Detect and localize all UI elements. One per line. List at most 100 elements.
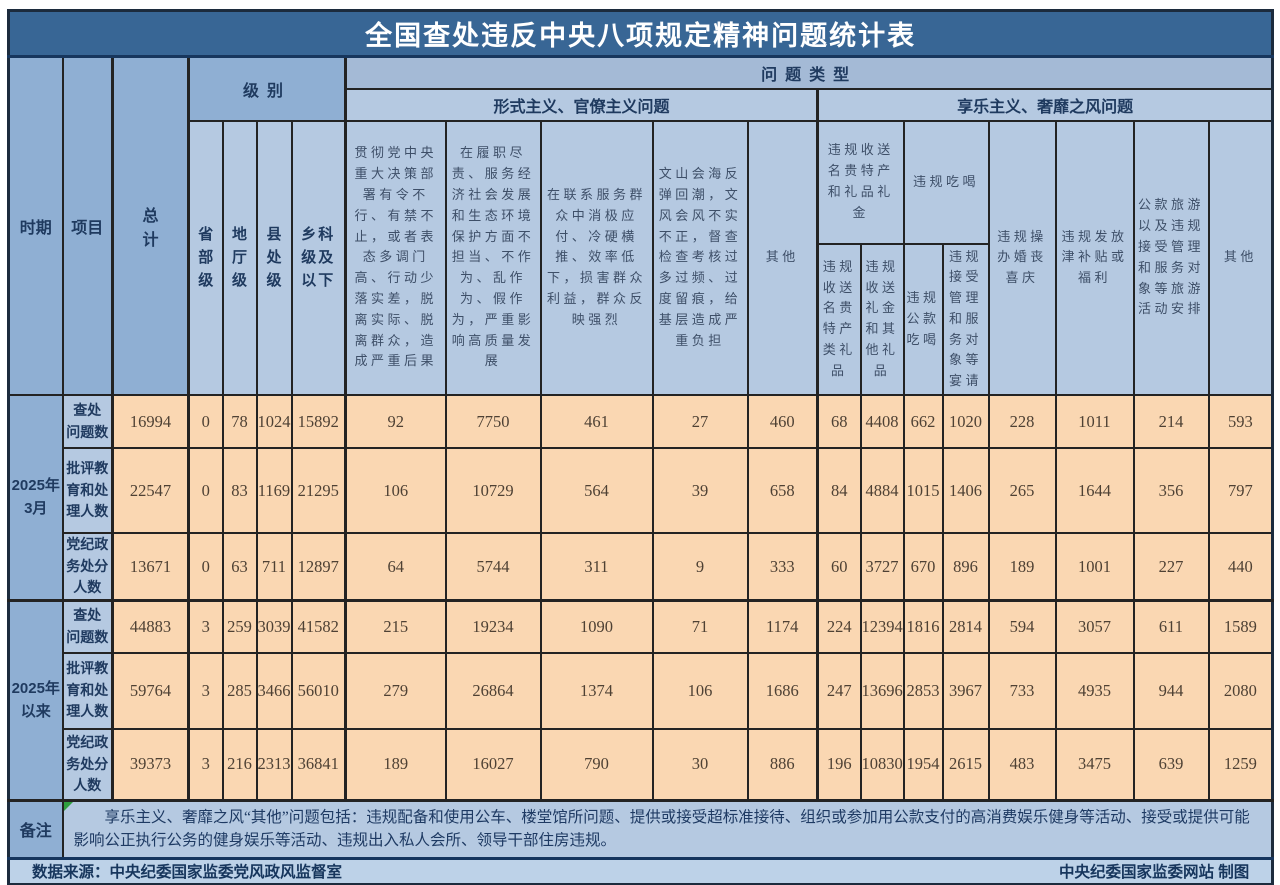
data-cell: 7750 [444,394,542,450]
header-total: 总 计 [111,55,190,397]
data-cell: 356 [1132,447,1210,535]
header-hedonism-group: 享乐主义、奢靡之风问题 [815,87,1274,122]
period-label: 2025年 以来 [7,599,64,802]
row-label: 查处 问题数 [61,394,114,450]
data-cell: 189 [344,727,447,802]
data-cell: 1259 [1207,727,1274,802]
data-cell: 39373 [111,727,190,802]
data-cell: 189 [987,532,1057,602]
data-cell: 460 [746,394,819,450]
data-cell: 3 [187,727,224,802]
data-cell: 279 [344,651,447,730]
data-cell: 64 [344,532,447,602]
data-cell: 639 [1132,727,1210,802]
row-label: 党纪政 务处分 人数 [61,727,114,802]
period-label: 2025年 3月 [7,394,64,602]
data-cell: 26864 [444,651,542,730]
data-cell: 1644 [1054,447,1135,535]
header-formalism-other: 其他 [746,119,819,397]
data-cell: 16994 [111,394,190,450]
data-cell: 215 [344,599,447,654]
header-wedding-funeral: 违规操办婚丧喜庆 [987,119,1057,397]
data-cell: 216 [221,727,258,802]
data-source-text: 数据来源：中央纪委国家监委党风政风监督室 [32,864,343,882]
data-cell: 483 [987,727,1057,802]
header-level-group: 级别 [187,55,347,122]
header-dining-banquet: 违规接受管理和服务对象等宴请 [941,242,990,397]
data-cell: 4884 [859,447,905,535]
data-cell: 2615 [941,727,990,802]
data-cell: 1001 [1054,532,1135,602]
header-gift-specialty: 违规收送名贵特产类礼品 [816,242,862,397]
data-cell: 1174 [746,599,819,654]
data-cell: 594 [987,599,1057,654]
data-cell: 333 [746,532,819,602]
data-cell: 611 [1132,599,1210,654]
table-title: 全国查处违反中央八项规定精神问题统计表 [7,9,1274,58]
data-cell: 15892 [290,394,347,450]
data-cell: 1090 [539,599,654,654]
data-cell: 1024 [255,394,293,450]
remark-text: 享乐主义、奢靡之风“其他”问题包括：违规配备和使用公车、楼堂馆所问题、提供或接受… [61,799,1274,860]
header-period: 时期 [7,55,64,397]
data-cell: 593 [1207,394,1274,450]
header-gift-group: 违规收送名贵特产和礼品礼金 [816,119,905,245]
data-cell: 83 [221,447,258,535]
data-cell: 1011 [1054,394,1135,450]
data-cell: 3057 [1054,599,1135,654]
data-cell: 1954 [902,727,944,802]
header-level-province: 省部级 [187,119,224,397]
data-cell: 30 [651,727,749,802]
header-formalism-col-2: 在履职尽责、服务经济社会发展和生态环境保护方面不担当、不作为、乱作为、假作为，严… [444,119,542,397]
data-cell: 1169 [255,447,293,535]
data-cell: 228 [987,394,1057,450]
data-cell: 1406 [941,447,990,535]
data-cell: 2080 [1207,651,1274,730]
data-cell: 1686 [746,651,819,730]
data-cell: 12394 [859,599,905,654]
data-cell: 56010 [290,651,347,730]
data-cell: 214 [1132,394,1210,450]
data-cell: 2853 [902,651,944,730]
header-dining-group: 违规吃喝 [902,119,990,245]
header-formalism-group: 形式主义、官僚主义问题 [344,87,819,122]
data-cell: 247 [816,651,862,730]
data-cell: 1020 [941,394,990,450]
data-cell: 21295 [290,447,347,535]
data-cell: 4935 [1054,651,1135,730]
data-cell: 78 [221,394,258,450]
data-cell: 711 [255,532,293,602]
header-gift-cash: 违规收送礼金和其他礼品 [859,242,905,397]
data-cell: 797 [1207,447,1274,535]
header-allowance: 违规发放津补贴或福利 [1054,119,1135,397]
data-cell: 790 [539,727,654,802]
header-level-county: 县处级 [255,119,293,397]
header-formalism-col-3: 在联系服务群众中消极应付、冷硬横推、效率低下，损害群众利益，群众反映强烈 [539,119,654,397]
row-label: 批评教 育和处 理人数 [61,651,114,730]
data-cell: 3 [187,651,224,730]
header-problem-type-group: 问题类型 [343,55,1274,90]
data-cell: 0 [187,532,224,602]
header-level-township: 乡科级及以下 [290,119,347,397]
data-cell: 670 [902,532,944,602]
data-cell: 265 [987,447,1057,535]
data-cell: 13671 [111,532,190,602]
data-cell: 41582 [290,599,347,654]
data-cell: 3466 [255,651,293,730]
data-cell: 44883 [111,599,190,654]
data-cell: 3039 [255,599,293,654]
data-cell: 59764 [111,651,190,730]
data-cell: 311 [539,532,654,602]
data-cell: 3727 [859,532,905,602]
data-cell: 2313 [255,727,293,802]
data-cell: 19234 [444,599,542,654]
data-cell: 22547 [111,447,190,535]
data-cell: 106 [651,651,749,730]
header-formalism-col-4: 文山会海反弹回潮，文风会风不实不正，督查检查考核过多过频、过度留痕，给基层造成严… [651,119,749,397]
header-item: 项目 [61,55,114,397]
row-label: 批评教 育和处 理人数 [61,447,114,535]
header-dining-public-funds: 违规公款吃喝 [902,242,944,397]
data-cell: 10729 [444,447,542,535]
data-cell: 9 [651,532,749,602]
data-cell: 662 [902,394,944,450]
